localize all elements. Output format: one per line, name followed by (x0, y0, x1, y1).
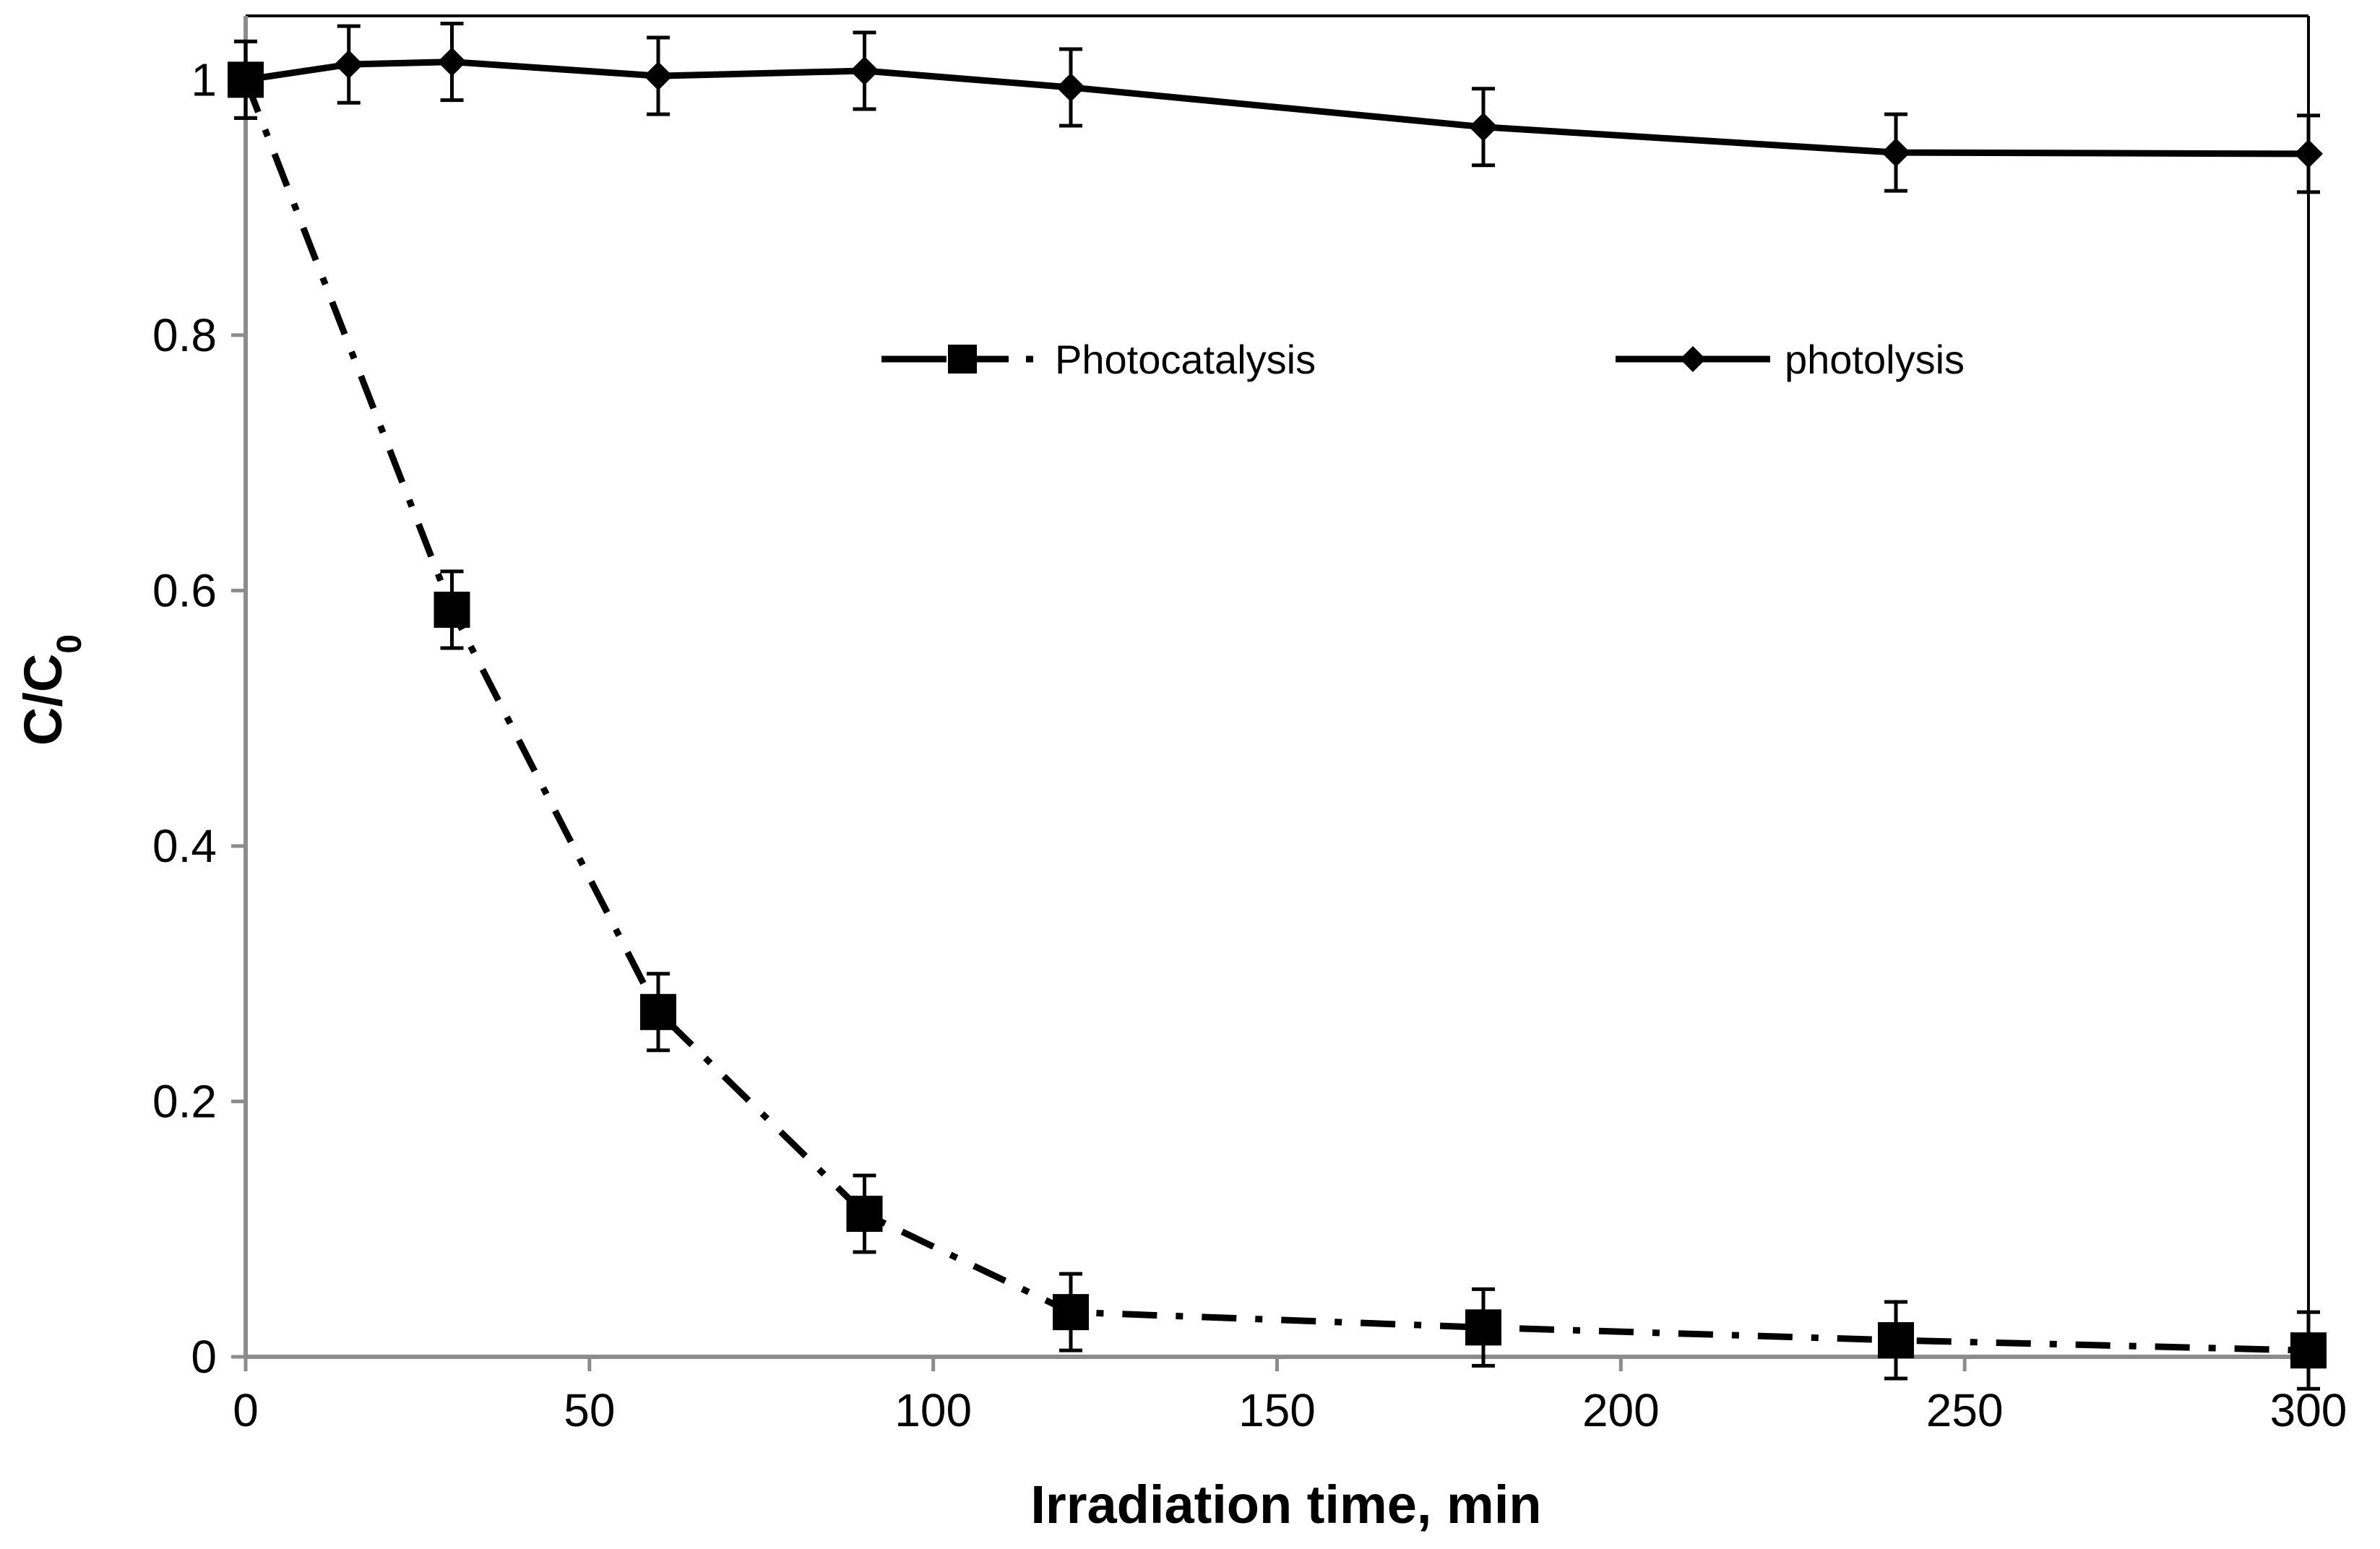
y-tick-label: 0 (191, 1331, 217, 1383)
y-tick-label: 1 (191, 53, 217, 105)
data-point-photolysis (1881, 138, 1910, 168)
data-point-photolysis (334, 50, 363, 79)
series-photolysis (231, 22, 2323, 194)
x-tick-label: 300 (2270, 1384, 2347, 1436)
y-axis-title: C/C0 (13, 634, 89, 746)
y-tick-label: 0.8 (152, 309, 217, 361)
data-point-photolysis (2294, 139, 2323, 168)
data-point-photocatalysis (1053, 1294, 1089, 1331)
x-tick-label: 150 (1238, 1384, 1316, 1436)
legend-entry-photocatalysis: Photocatalysis (881, 337, 1316, 382)
data-point-photocatalysis (2290, 1332, 2327, 1369)
x-tick-label: 250 (1926, 1384, 2004, 1436)
data-point-photocatalysis (1878, 1322, 1914, 1359)
x-axis-title: Irradiation time, min (1030, 1475, 1541, 1535)
legend: Photocatalysis photolysis (881, 337, 1965, 382)
legend-marker-photolysis (1680, 346, 1706, 372)
y-tick-label: 0.6 (152, 564, 217, 616)
data-point-photolysis (437, 47, 467, 77)
data-point-photocatalysis (434, 591, 470, 628)
y-tick-label: 0.2 (152, 1075, 217, 1127)
x-tick-label: 0 (233, 1384, 259, 1436)
series-layer (228, 22, 2327, 1391)
legend-entry-photolysis: photolysis (1616, 337, 1965, 382)
data-point-photolysis (850, 56, 879, 86)
series-line-photocatalysis (242, 78, 2309, 1354)
x-tick-label: 100 (894, 1384, 972, 1436)
x-tick-label: 200 (1582, 1384, 1660, 1436)
plot-frame (243, 14, 2310, 1359)
legend-marker-photocatalysis (948, 345, 977, 374)
data-point-photolysis (1056, 72, 1085, 102)
data-point-photocatalysis (640, 993, 676, 1030)
x-axis: 0 50 100 150 200 250 300 (233, 1357, 2347, 1436)
data-point-photolysis (1469, 112, 1498, 142)
y-axis-title-group: C/C0 (13, 634, 89, 746)
x-tick-label: 50 (564, 1384, 615, 1436)
legend-label-photocatalysis: Photocatalysis (1055, 337, 1316, 382)
data-point-photolysis (644, 61, 673, 91)
data-point-photocatalysis (846, 1196, 883, 1233)
y-axis-title-main: C/C (13, 654, 73, 746)
legend-label-photolysis: photolysis (1785, 337, 1965, 382)
y-axis-title-subscript: 0 (51, 634, 89, 654)
data-point-photolysis (231, 65, 260, 95)
series-line-photolysis (245, 59, 2309, 158)
series-photocatalysis (228, 39, 2327, 1391)
y-tick-label: 0.4 (152, 820, 217, 872)
y-axis: 0 0.2 0.4 0.6 0.8 1 (152, 53, 246, 1383)
data-point-photocatalysis (1465, 1309, 1501, 1346)
